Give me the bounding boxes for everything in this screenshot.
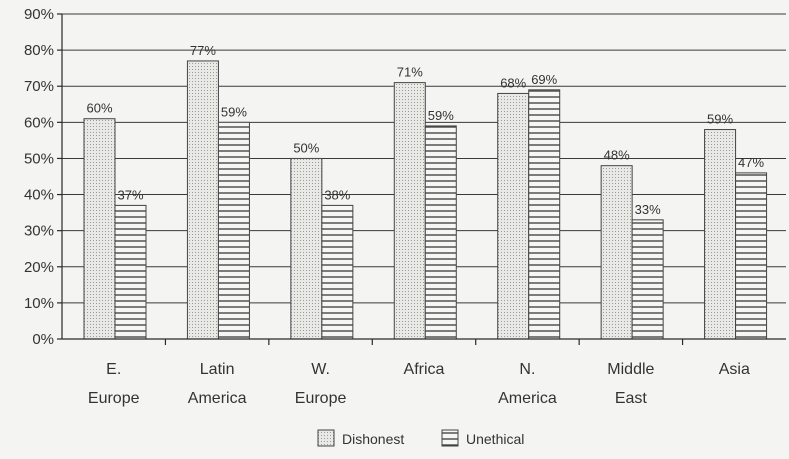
legend-label: Dishonest — [342, 431, 404, 447]
y-tick-label: 80% — [24, 42, 54, 59]
y-tick-label: 10% — [24, 295, 54, 312]
data-label: 37% — [117, 187, 143, 202]
category-label: E. — [106, 361, 121, 378]
bar-unethical — [321, 204, 354, 340]
bar-dishonest — [393, 82, 426, 340]
data-label: 60% — [86, 101, 112, 116]
bar-unethical — [114, 204, 147, 340]
y-tick-label: 70% — [24, 78, 54, 95]
y-tick-label: 40% — [24, 187, 54, 204]
data-label: 68% — [500, 75, 526, 90]
bar-dishonest — [83, 118, 116, 340]
category-label: W. — [311, 361, 330, 378]
data-labels: 60% 37% 77% 59% 50% 38% 71% 59% 68% 69% 48% 33% 59% 4… — [86, 43, 764, 217]
category-label: America — [498, 390, 557, 407]
category-labels: E. Europe Latin America W. Europe Africa N. Amer… — [88, 361, 750, 407]
y-tick-label: 30% — [24, 223, 54, 240]
y-tick-label: 50% — [24, 150, 54, 167]
bar-unethical — [631, 219, 664, 340]
bar-dishonest — [290, 157, 323, 340]
bar-unethical — [217, 121, 250, 340]
data-label: 59% — [428, 108, 454, 123]
data-label: 33% — [635, 202, 661, 217]
category-label: East — [615, 390, 648, 407]
bar-unethical — [528, 89, 561, 340]
bars — [83, 60, 768, 340]
axes — [57, 13, 786, 345]
legend-swatch-dishonest — [317, 429, 335, 447]
legend-label: Unethical — [466, 431, 524, 447]
data-label: 71% — [397, 65, 423, 80]
y-axis-ticks: 0% 10% 20% 30% 40% 50% 60% 70% 80% 90% — [24, 6, 54, 348]
data-label: 50% — [293, 140, 319, 155]
y-tick-label: 0% — [32, 331, 54, 348]
bar-dishonest — [600, 165, 633, 340]
y-tick-label: 90% — [24, 6, 54, 23]
bar-dishonest — [497, 92, 530, 340]
legend: Dishonest Unethical — [317, 429, 524, 447]
data-label: 47% — [738, 155, 764, 170]
y-tick-label: 60% — [24, 114, 54, 131]
category-label: Middle — [607, 361, 654, 378]
data-label: 38% — [324, 187, 350, 202]
category-label: Latin — [200, 361, 235, 378]
category-label: Europe — [295, 390, 347, 407]
bar-dishonest — [704, 129, 737, 340]
category-label: N. — [519, 361, 535, 378]
category-label: Asia — [719, 361, 750, 378]
data-label: 48% — [604, 148, 630, 163]
legend-swatch-unethical — [441, 429, 459, 447]
bar-unethical — [424, 125, 457, 340]
bar-dishonest — [186, 60, 219, 340]
bar-unethical — [735, 172, 768, 340]
data-label: 59% — [707, 112, 733, 127]
category-label: Africa — [404, 361, 445, 378]
data-label: 69% — [531, 72, 557, 87]
data-label: 77% — [190, 43, 216, 58]
y-tick-label: 20% — [24, 259, 54, 276]
category-label: America — [188, 390, 247, 407]
category-label: Europe — [88, 390, 140, 407]
data-label: 59% — [221, 104, 247, 119]
